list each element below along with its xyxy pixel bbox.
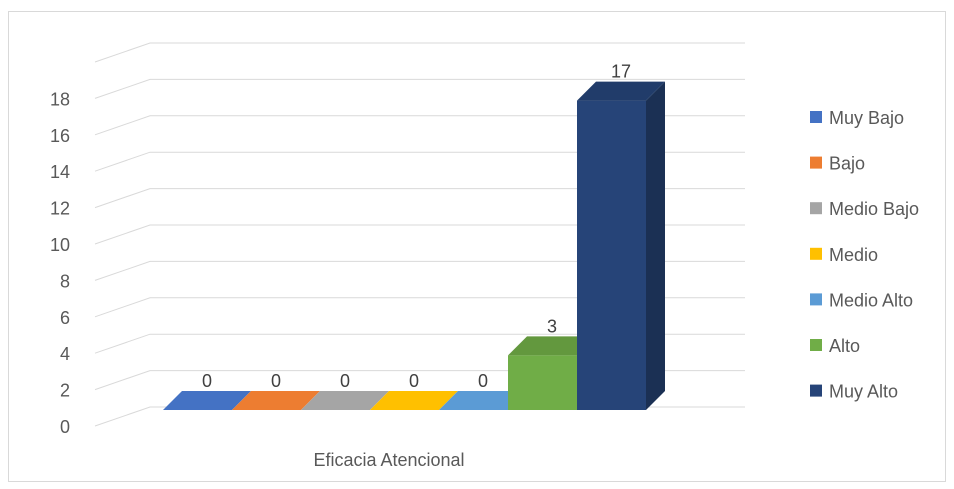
gridline bbox=[94, 297, 745, 318]
data-labels: 0 0 0 0 0 3 17 bbox=[202, 62, 631, 391]
y-tick-label: 4 bbox=[60, 344, 70, 364]
bar-medio bbox=[370, 391, 458, 410]
data-label: 0 bbox=[478, 371, 488, 391]
gridlines bbox=[94, 42, 745, 427]
gridline bbox=[94, 224, 745, 245]
bar-top bbox=[439, 391, 527, 410]
bar-top bbox=[508, 336, 596, 356]
legend-swatch bbox=[810, 156, 822, 169]
gridline bbox=[94, 115, 745, 136]
bar-medio-bajo bbox=[301, 391, 389, 410]
data-label: 0 bbox=[340, 371, 350, 391]
gridline bbox=[94, 151, 745, 172]
legend-label: Medio Alto bbox=[829, 290, 913, 310]
data-label: 0 bbox=[271, 371, 281, 391]
y-tick-label: 10 bbox=[50, 235, 70, 255]
bar-muy-alto bbox=[577, 81, 665, 410]
legend-swatch bbox=[810, 111, 822, 123]
gridline bbox=[94, 42, 745, 63]
legend-swatch bbox=[810, 202, 822, 215]
bar-top bbox=[232, 391, 320, 410]
category-axis-label: Eficacia Atencional bbox=[313, 450, 464, 470]
bar-top bbox=[577, 81, 665, 101]
data-label: 3 bbox=[547, 316, 557, 336]
bar-top bbox=[163, 391, 251, 410]
y-tick-label: 8 bbox=[60, 271, 70, 291]
gridline bbox=[94, 260, 745, 281]
bar-medio-alto bbox=[439, 391, 527, 410]
y-axis-tick-labels: 0 2 4 6 8 10 12 14 16 18 bbox=[50, 89, 70, 437]
legend-label: Muy Bajo bbox=[829, 108, 904, 128]
bar-bajo bbox=[232, 391, 320, 410]
gridline bbox=[94, 333, 745, 354]
bars bbox=[163, 81, 665, 410]
legend-swatch bbox=[810, 293, 822, 306]
y-tick-label: 2 bbox=[60, 381, 70, 401]
bar-top bbox=[370, 391, 458, 410]
legend-swatch bbox=[810, 339, 822, 351]
y-tick-label: 14 bbox=[50, 162, 70, 182]
legend-label: Medio bbox=[829, 245, 878, 265]
bar-side bbox=[646, 81, 665, 410]
bar-front bbox=[508, 355, 577, 410]
bar-top bbox=[301, 391, 389, 410]
data-label: 0 bbox=[202, 371, 212, 391]
y-tick-label: 12 bbox=[50, 199, 70, 219]
legend-label: Medio Bajo bbox=[829, 199, 919, 219]
bar-muy-bajo bbox=[163, 391, 251, 410]
legend-label: Alto bbox=[829, 336, 860, 356]
legend: Muy Bajo Bajo Medio Bajo Medio Medio Alto Alt… bbox=[810, 108, 919, 402]
y-tick-label: 6 bbox=[60, 308, 70, 328]
y-tick-label: 18 bbox=[50, 89, 70, 109]
data-label: 0 bbox=[409, 371, 419, 391]
legend-label: Bajo bbox=[829, 154, 865, 174]
legend-swatch bbox=[810, 384, 822, 397]
legend-swatch bbox=[810, 247, 822, 260]
bar-front bbox=[577, 100, 646, 410]
chart-frame bbox=[8, 11, 946, 482]
legend-label: Muy Alto bbox=[829, 382, 898, 402]
data-label: 17 bbox=[611, 62, 631, 82]
gridline bbox=[94, 188, 745, 209]
y-tick-label: 16 bbox=[50, 126, 70, 146]
gridline bbox=[94, 78, 745, 99]
y-tick-label: 0 bbox=[60, 417, 70, 437]
